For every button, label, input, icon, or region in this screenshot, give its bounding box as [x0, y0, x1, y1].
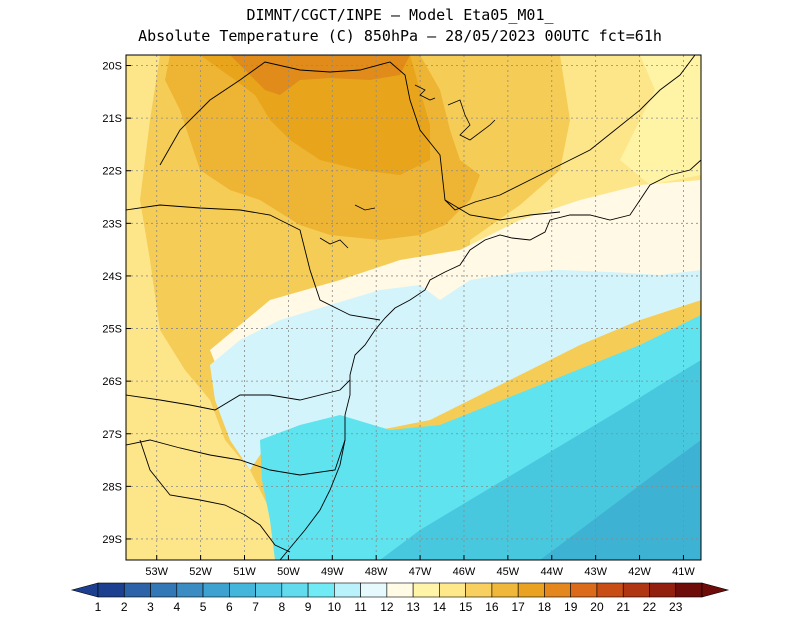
lon-tick-label: 41W: [672, 566, 695, 578]
colorbar-label: 17: [511, 600, 525, 614]
colorbar-swatch: [596, 582, 624, 598]
grid-lines: [126, 55, 701, 560]
colorbar-label: 9: [305, 600, 312, 614]
colorbar-swatch: [517, 582, 545, 598]
lon-tick-label: 44W: [540, 566, 563, 578]
colorbar-label: 10: [328, 600, 342, 614]
lon-tick-label: 47W: [409, 566, 432, 578]
colorbar-swatch: [307, 582, 335, 598]
colorbar-label: 2: [121, 600, 128, 614]
colorbar-swatch: [255, 582, 283, 598]
longitude-tick-labels: 53W 52W 51W 50W 49W 48W 47W 46W 45W 44W 43W 42W 41W: [145, 555, 695, 578]
colorbar-swatch: [649, 582, 677, 598]
lat-tick-label: 26S: [102, 376, 122, 388]
lon-tick-label: 50W: [277, 566, 300, 578]
coastline: [279, 159, 701, 560]
lat-tick-label: 25S: [102, 324, 122, 336]
colorbar-label: 16: [485, 600, 499, 614]
lon-tick-label: 49W: [321, 566, 344, 578]
colorbar-label: 3: [147, 600, 154, 614]
lat-tick-label: 23S: [102, 218, 122, 230]
colorbar-swatch: [123, 582, 151, 598]
colorbar-swatch: [412, 582, 440, 598]
temperature-field: [126, 55, 701, 560]
colorbar-label: 15: [459, 600, 473, 614]
colorbar-swatch: [544, 582, 571, 598]
lon-tick-label: 42W: [628, 566, 651, 578]
state-border-sp-mg: [159, 55, 696, 211]
colorbar-label: 12: [380, 600, 394, 614]
lon-tick-label: 53W: [145, 566, 168, 578]
colorbar-swatch: [334, 582, 361, 598]
lon-tick-label: 46W: [453, 566, 476, 578]
colorbar-label: 5: [200, 600, 207, 614]
lat-tick-label: 21S: [102, 113, 122, 125]
colorbar: 1 2 3 4 5 6 7 8 9 10 11 12 13 14 15 16 17 18 19 20 21 22 23: [70, 582, 730, 614]
field-t17-region: [200, 55, 430, 175]
colorbar-label: 8: [278, 600, 285, 614]
lat-tick-label: 29S: [102, 534, 122, 546]
plot-frame: [125, 54, 702, 561]
lat-tick-label: 22S: [102, 166, 122, 178]
lon-tick-label: 52W: [189, 566, 212, 578]
title-line-1: DIMNT/CGCT/INPE – Model Eta05_M01_: [246, 6, 554, 24]
colorbar-label: 22: [643, 600, 657, 614]
reservoirs: [319, 84, 496, 249]
field-t8-region: [540, 440, 701, 560]
colorbar-swatch: [97, 582, 125, 598]
colorbar-swatch: [281, 582, 309, 598]
colorbar-swatch: [570, 582, 598, 598]
colorbar-swatch: [150, 582, 178, 598]
state-border-sc-rs: [126, 439, 346, 476]
colorbar-label: 13: [406, 600, 420, 614]
colorbar-label: 20: [590, 600, 604, 614]
state-border-pr-sc: [126, 379, 351, 411]
colorbar-left-arrow: [70, 582, 99, 598]
colorbar-swatch: [491, 582, 519, 598]
lon-tick-label: 45W: [497, 566, 520, 578]
colorbar-label: 7: [252, 600, 259, 614]
field-t13-northeast: [620, 55, 701, 185]
latitude-tick-labels: 20S 21S 22S 23S 24S 25S 26S 27S 28S 29S: [102, 61, 131, 546]
colorbar-label: 21: [617, 600, 631, 614]
lat-tick-label: 28S: [102, 481, 122, 493]
colorbar-swatch: [465, 582, 493, 598]
colorbar-label: 1: [95, 600, 102, 614]
title-line-2: Absolute Temperature (C) 850hPa – 28/05/…: [138, 27, 662, 45]
colorbar-swatch: [176, 582, 204, 598]
lon-tick-label: 43W: [584, 566, 607, 578]
colorbar-label: 18: [538, 600, 552, 614]
colorbar-swatch: [229, 582, 256, 598]
colorbar-swatch: [360, 582, 388, 598]
colorbar-label: 6: [226, 600, 233, 614]
field-t18-region: [230, 55, 410, 95]
colorbar-right-arrow: [701, 582, 730, 598]
lon-tick-label: 48W: [365, 566, 388, 578]
map-boundaries: [126, 55, 701, 560]
colorbar-label: 19: [564, 600, 578, 614]
colorbar-swatch: [439, 582, 466, 598]
colorbar-label: 23: [669, 600, 683, 614]
lat-tick-label: 20S: [102, 61, 122, 73]
lon-tick-label: 51W: [233, 566, 256, 578]
colorbar-swatch: [202, 582, 230, 598]
state-border-sp-pr: [126, 204, 381, 321]
state-border-mg-rj: [444, 199, 561, 221]
country-border-west: [139, 439, 291, 553]
colorbar-swatch: [386, 582, 414, 598]
colorbar-label: 14: [433, 600, 447, 614]
colorbar-label: 11: [354, 600, 367, 614]
colorbar-swatch: [622, 582, 650, 598]
lat-tick-label: 27S: [102, 429, 122, 441]
lat-tick-label: 24S: [102, 271, 122, 283]
colorbar-label: 4: [173, 600, 180, 614]
colorbar-swatch: [675, 582, 703, 598]
